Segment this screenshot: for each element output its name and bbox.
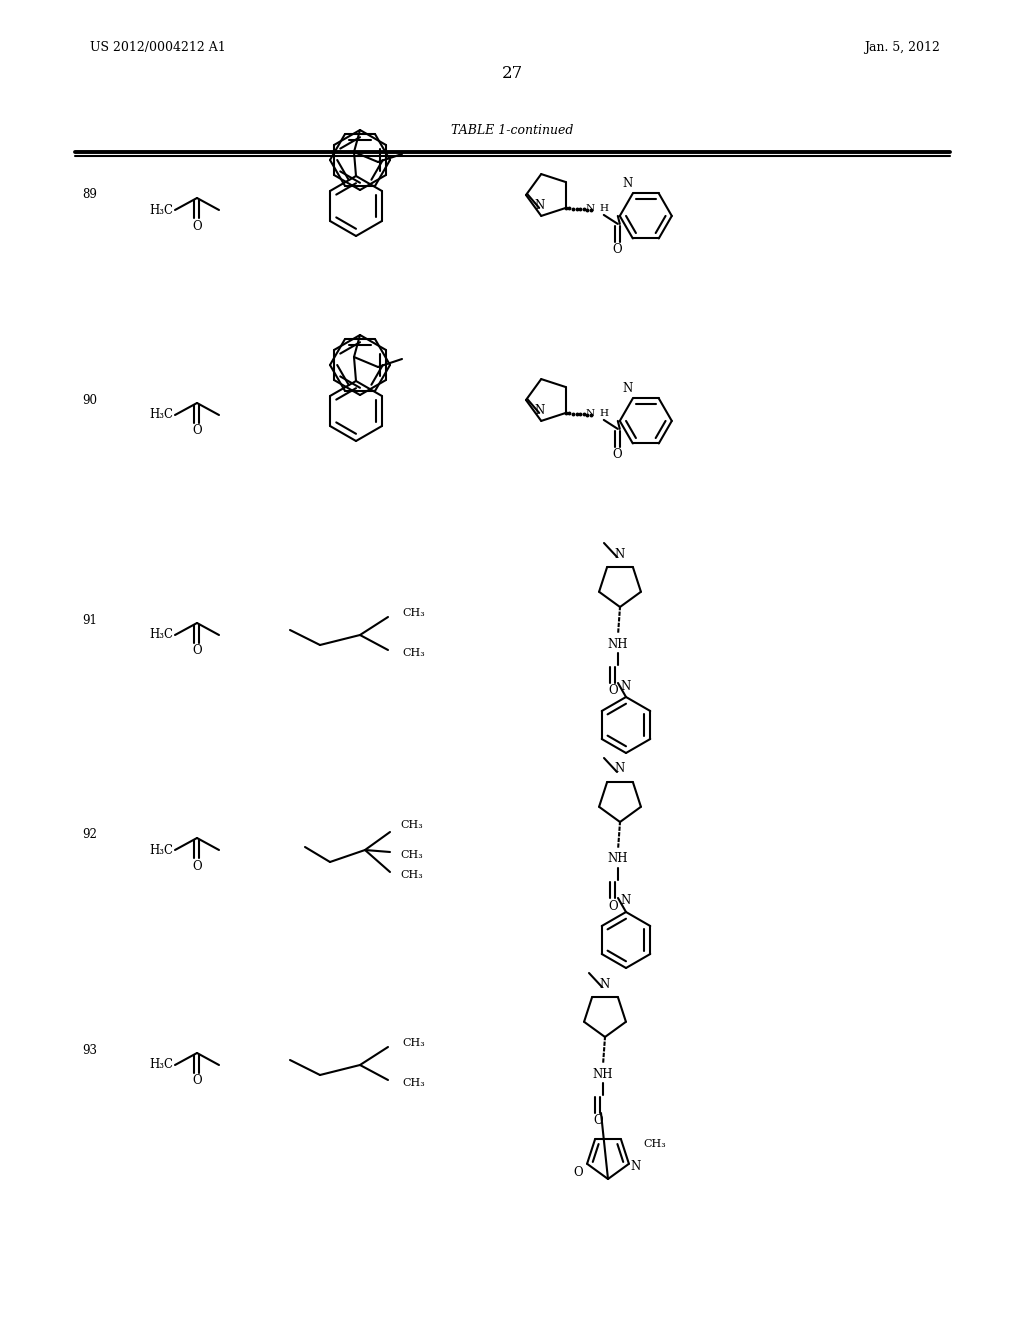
Text: H₃C: H₃C: [150, 628, 173, 642]
Text: N: N: [621, 895, 631, 908]
Text: CH₃: CH₃: [402, 1078, 425, 1088]
Text: US 2012/0004212 A1: US 2012/0004212 A1: [90, 41, 225, 54]
Text: H₃C: H₃C: [150, 408, 173, 421]
Text: N: N: [535, 199, 545, 213]
Text: CH₃: CH₃: [402, 609, 425, 618]
Text: CH₃: CH₃: [400, 870, 423, 880]
Text: 91: 91: [82, 614, 97, 627]
Text: O: O: [593, 1114, 603, 1127]
Text: O: O: [608, 899, 617, 912]
Text: O: O: [608, 685, 617, 697]
Text: 89: 89: [82, 189, 97, 202]
Text: O: O: [612, 449, 622, 462]
Text: N: N: [621, 680, 631, 693]
Text: O: O: [612, 243, 622, 256]
Text: O: O: [193, 219, 202, 232]
Text: Jan. 5, 2012: Jan. 5, 2012: [864, 41, 940, 54]
Text: H₃C: H₃C: [150, 203, 173, 216]
Text: NH: NH: [593, 1068, 613, 1081]
Text: N: N: [600, 978, 610, 990]
Text: O: O: [573, 1167, 583, 1180]
Text: H₃C: H₃C: [150, 843, 173, 857]
Text: N: N: [614, 548, 625, 561]
Text: O: O: [193, 859, 202, 873]
Text: 93: 93: [82, 1044, 97, 1056]
Text: 92: 92: [82, 829, 97, 842]
Text: N: N: [623, 383, 633, 396]
Text: CH₃: CH₃: [402, 648, 425, 657]
Text: N: N: [586, 409, 595, 418]
Text: CH₃: CH₃: [400, 850, 423, 861]
Text: O: O: [193, 1074, 202, 1088]
Text: CH₃: CH₃: [400, 820, 423, 830]
Text: CH₃: CH₃: [643, 1139, 666, 1150]
Text: H: H: [600, 409, 609, 418]
Text: 27: 27: [502, 66, 522, 82]
Text: 90: 90: [82, 393, 97, 407]
Text: N: N: [631, 1160, 641, 1173]
Text: N: N: [623, 177, 633, 190]
Text: H: H: [600, 205, 609, 214]
Text: TABLE 1-continued: TABLE 1-continued: [451, 124, 573, 136]
Text: NH: NH: [608, 853, 629, 866]
Text: O: O: [193, 644, 202, 657]
Text: CH₃: CH₃: [402, 1038, 425, 1048]
Text: N: N: [586, 205, 595, 214]
Text: H₃C: H₃C: [150, 1059, 173, 1072]
Text: N: N: [535, 404, 545, 417]
Text: O: O: [193, 425, 202, 437]
Text: NH: NH: [608, 638, 629, 651]
Text: N: N: [614, 763, 625, 776]
